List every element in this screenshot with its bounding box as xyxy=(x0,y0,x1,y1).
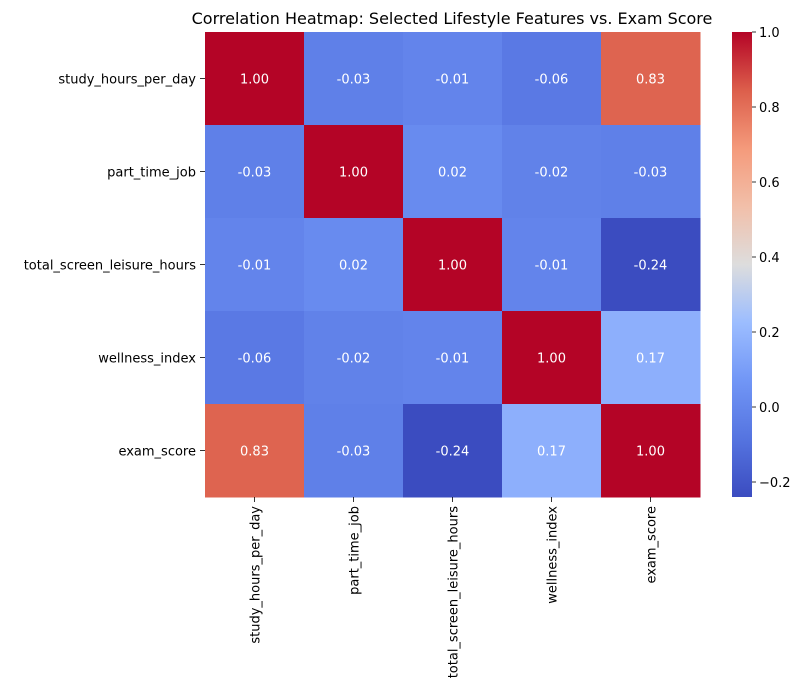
heatmap-cell xyxy=(601,32,701,126)
heatmap-cell xyxy=(205,125,305,219)
colorbar-tick-label: 0.4 xyxy=(759,251,780,266)
cell-value-label: 1.00 xyxy=(636,445,665,460)
heatmap-cell xyxy=(304,218,404,312)
heatmap-cells xyxy=(205,32,701,498)
cell-value-label: 0.17 xyxy=(636,352,665,367)
heatmap-cell xyxy=(403,404,503,498)
heatmap-cell xyxy=(601,311,701,405)
heatmap-cell xyxy=(601,404,701,498)
colorbar-tick-label: 0.0 xyxy=(759,401,780,416)
heatmap-cell xyxy=(205,311,305,405)
y-axis: study_hours_per_day part_time_job total_sc… xyxy=(24,73,205,460)
y-tick-label: total_screen_leisure_hours xyxy=(24,259,197,274)
heatmap-cell xyxy=(403,125,503,219)
heatmap-cell xyxy=(403,32,503,126)
heatmap-cell xyxy=(304,404,404,498)
cell-value-label: -0.02 xyxy=(337,352,371,367)
y-tick-label: wellness_index xyxy=(98,352,196,367)
colorbar: −0.2 0.0 0.2 0.4 0.6 0.8 1.0 xyxy=(732,26,791,497)
heatmap-cell xyxy=(403,218,503,312)
x-tick-label: total_screen_leisure_hours xyxy=(447,506,462,679)
cell-value-label: -0.03 xyxy=(337,73,371,88)
heatmap-cell xyxy=(403,311,503,405)
heatmap-cell xyxy=(304,32,404,126)
x-axis: study_hours_per_day part_time_job total_sc… xyxy=(249,497,660,678)
colorbar-tick-label: 0.2 xyxy=(759,326,780,341)
x-tick-label: study_hours_per_day xyxy=(249,506,264,644)
colorbar-tick-label: −0.2 xyxy=(759,476,791,491)
cell-value-label: 0.02 xyxy=(339,259,368,274)
heatmap-cell xyxy=(205,218,305,312)
x-tick-label: exam_score xyxy=(645,506,660,584)
cell-value-label: -0.24 xyxy=(634,259,668,274)
cell-value-label: -0.01 xyxy=(238,259,272,274)
heatmap-cell xyxy=(502,125,602,219)
heatmap-cell xyxy=(601,125,701,219)
heatmap-cell xyxy=(502,404,602,498)
y-tick-label: part_time_job xyxy=(107,166,196,181)
heatmap-cell xyxy=(304,125,404,219)
cell-value-label: -0.03 xyxy=(238,166,272,181)
cell-value-label: 1.00 xyxy=(240,73,269,88)
cell-value-label: 1.00 xyxy=(537,352,566,367)
cell-value-label: -0.06 xyxy=(535,73,569,88)
y-tick-label: study_hours_per_day xyxy=(58,73,196,88)
heatmap-cell xyxy=(502,32,602,126)
cell-value-label: 0.83 xyxy=(636,73,665,88)
colorbar-tick-label: 0.8 xyxy=(759,101,780,116)
cell-value-label: 1.00 xyxy=(339,166,368,181)
cell-value-label: -0.24 xyxy=(436,445,470,460)
heatmap-cell-labels: 1.00 -0.03 -0.01 -0.06 0.83 -0.03 1.00 0.02 -0.0… xyxy=(238,73,668,460)
chart-title: Correlation Heatmap: Selected Lifestyle … xyxy=(192,9,713,28)
cell-value-label: -0.06 xyxy=(238,352,272,367)
heatmap-cell xyxy=(502,311,602,405)
cell-value-label: 0.17 xyxy=(537,445,566,460)
heatmap-cell xyxy=(205,404,305,498)
colorbar-gradient xyxy=(732,32,752,497)
cell-value-label: -0.03 xyxy=(634,166,668,181)
colorbar-tick-label: 0.6 xyxy=(759,176,780,191)
cell-value-label: 0.02 xyxy=(438,166,467,181)
cell-value-label: -0.03 xyxy=(337,445,371,460)
cell-value-label: -0.02 xyxy=(535,166,569,181)
cell-value-label: 1.00 xyxy=(438,259,467,274)
cell-value-label: 0.83 xyxy=(240,445,269,460)
heatmap-cell xyxy=(205,32,305,126)
heatmap-cell xyxy=(601,218,701,312)
heatmap-cell xyxy=(304,311,404,405)
colorbar-tick-label: 1.0 xyxy=(759,26,780,41)
cell-value-label: -0.01 xyxy=(436,73,470,88)
cell-value-label: -0.01 xyxy=(535,259,569,274)
y-tick-label: exam_score xyxy=(118,445,196,460)
x-tick-label: wellness_index xyxy=(546,506,561,604)
cell-value-label: -0.01 xyxy=(436,352,470,367)
x-tick-label: part_time_job xyxy=(348,506,363,595)
heatmap-cell xyxy=(502,218,602,312)
